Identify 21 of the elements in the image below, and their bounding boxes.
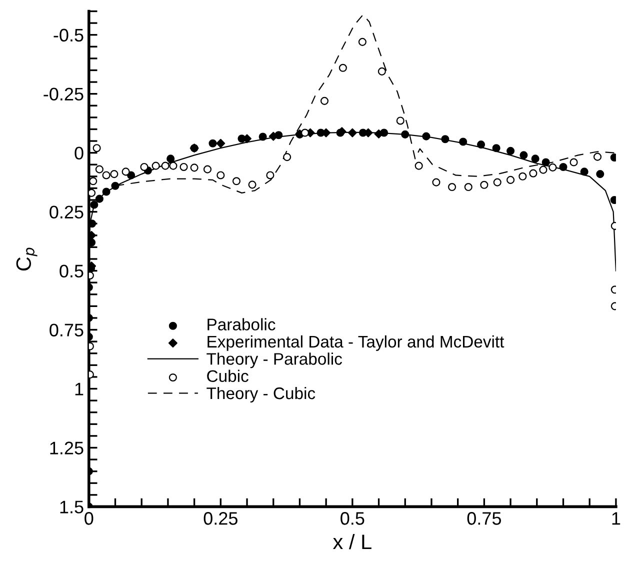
y-tick-label: 0.5: [60, 264, 84, 278]
y-tick-label: 0.75: [50, 324, 84, 336]
x-tick-label: 1: [612, 512, 620, 525]
y-tick-label: 0: [74, 146, 84, 160]
legend-label: Theory - Parabolic: [206, 352, 342, 368]
y-tick-label: 1.25: [50, 442, 84, 454]
x-tick-label: 0.25: [204, 512, 238, 525]
y-axis-title: C$_{p}$: [16, 248, 38, 271]
legend-label: Theory - Cubic: [206, 386, 316, 403]
x-tick-label: 0: [84, 512, 94, 525]
legend-label: Parabolic: [208, 318, 276, 330]
y-tick-label: 1.5: [60, 500, 84, 514]
legend-label: Experimental Data - Taylor and McDevitt: [208, 335, 504, 351]
y-tick-label: -0.25: [44, 88, 84, 101]
y-tick-label: 0.25: [50, 206, 84, 219]
y-tick-label: 1: [75, 382, 84, 396]
y-tick-label: -0.5: [54, 28, 84, 42]
x-axis-title: x / L: [332, 534, 372, 550]
x-tick-label: 0.5: [340, 512, 364, 525]
x-tick-label: 0.75: [467, 512, 502, 525]
legend-label: Cubic: [207, 370, 248, 382]
